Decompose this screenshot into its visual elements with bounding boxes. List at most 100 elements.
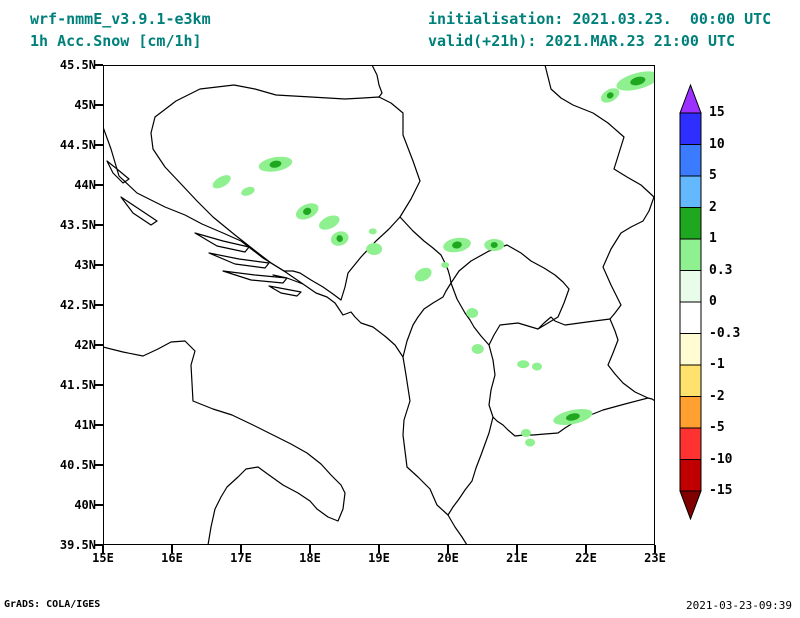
snow-cell: [521, 429, 531, 437]
colorbar-tick-label: -1: [709, 357, 725, 372]
colorbar-segment: [679, 238, 702, 271]
variable-title: 1h Acc.Snow [cm/1h]: [30, 32, 202, 50]
colorbar-tick-label: 2: [709, 199, 717, 215]
initialisation-time: initialisation: 2021.03.23. 00:00 UTC: [428, 10, 772, 28]
snow-cell: [466, 308, 479, 318]
snow-cell-light: [466, 308, 479, 318]
grads-credit: GrADS: COLA/IGES: [4, 599, 101, 610]
x-axis-tick-label: 23E: [644, 551, 666, 565]
snow-cell-light: [471, 344, 484, 354]
snow-cell: [525, 438, 536, 447]
x-axis-tick: [378, 545, 380, 553]
snow-cell-light: [525, 438, 536, 447]
x-axis-tick-label: 19E: [368, 551, 390, 565]
y-axis-tick: [95, 104, 103, 106]
x-axis-tick: [171, 545, 173, 553]
coastline-italy: [103, 341, 345, 545]
time-block: initialisation: 2021.03.23. 00:00 UTC va…: [428, 8, 771, 52]
y-axis-tick-label: 43.5N: [59, 218, 96, 232]
colorbar-segment: [679, 207, 702, 240]
snow-cell: [484, 239, 505, 251]
colorbar-tick-label: -10: [709, 451, 733, 467]
y-axis-tick: [95, 424, 103, 426]
x-axis-tick: [654, 545, 656, 553]
coastline-adriatic-east: [103, 127, 467, 545]
snow-cell-light: [414, 267, 432, 282]
x-axis-tick-label: 18E: [299, 551, 321, 565]
snow-cell-core: [269, 160, 282, 168]
colorbar: 15 10 5 2 1 0.3 0 -0.3 -1 -2 -5 -10 -15: [675, 78, 800, 538]
y-axis-tick-label: 41.5N: [59, 378, 96, 392]
snow-shading-layer: [212, 71, 654, 447]
title-block: wrf-nmmE_v3.9.1-e3km 1h Acc.Snow [cm/1h]: [30, 8, 211, 52]
snow-cell: [414, 267, 432, 282]
y-axis-tick: [95, 464, 103, 466]
creation-timestamp: 2021-03-23-09:39: [686, 599, 792, 612]
snow-cell: [366, 243, 383, 255]
snow-cell: [443, 237, 471, 253]
x-axis-tick: [309, 545, 311, 553]
snow-cell: [330, 231, 349, 246]
map-frame: [103, 65, 655, 545]
y-axis-tick-label: 44.5N: [59, 138, 96, 152]
snow-cell-light: [532, 362, 542, 371]
colorbar-segment: [679, 144, 702, 177]
y-axis-tick: [95, 64, 103, 66]
y-axis-tick: [95, 144, 103, 146]
x-axis-tick-label: 22E: [575, 551, 597, 565]
snow-cell-light: [241, 186, 255, 196]
colorbar-segment: [679, 396, 702, 429]
colorbar-segment: [679, 427, 702, 460]
x-axis-tick: [585, 545, 587, 553]
snow-cell: [471, 344, 484, 354]
y-axis-tick-label: 41N: [74, 418, 96, 432]
y-axis-tick: [95, 184, 103, 186]
x-axis-tick: [240, 545, 242, 553]
snow-cell: [319, 215, 340, 230]
y-axis-tick-label: 40.5N: [59, 458, 96, 472]
y-axis-tick: [95, 264, 103, 266]
x-axis-tick: [447, 545, 449, 553]
map-canvas: [103, 65, 655, 545]
snow-cell: [601, 88, 620, 103]
snow-cell-core: [566, 413, 580, 421]
y-axis-tick-label: 39.5N: [59, 538, 96, 552]
colorbar-segment: [679, 333, 702, 366]
x-axis-tick-label: 16E: [161, 551, 183, 565]
snow-cell-light: [366, 243, 383, 255]
snow-cell-core: [452, 241, 462, 249]
snow-cell-light: [319, 215, 340, 230]
colorbar-segment: [679, 270, 702, 303]
y-axis-tick: [95, 304, 103, 306]
colorbar-tick-label: -2: [709, 388, 725, 404]
borders-kosovo-montenegro-macedonia-albania: [400, 217, 655, 515]
snow-cell: [368, 228, 377, 235]
colorbar-arrow-top: [679, 83, 702, 114]
colorbar-tick-label: -5: [709, 420, 725, 435]
colorbar-segment: [679, 112, 702, 145]
y-axis-tick-label: 45N: [74, 98, 96, 112]
snow-cell: [212, 175, 231, 189]
snow-cell: [532, 362, 542, 371]
snow-cell-light: [212, 175, 231, 189]
colorbar-segment: [679, 364, 702, 397]
snow-cell: [517, 360, 530, 369]
y-axis-tick: [95, 344, 103, 346]
country-borders: [103, 65, 655, 545]
colorbar-segment: [679, 175, 702, 208]
x-axis-tick-label: 21E: [506, 551, 528, 565]
colorbar-arrow-bottom: [679, 490, 702, 521]
y-axis-tick-label: 45.5N: [59, 58, 96, 72]
x-axis-tick: [102, 545, 104, 553]
colorbar-tick-label: 10: [709, 136, 725, 152]
snow-cell-light: [441, 262, 450, 268]
snow-cell-core: [630, 76, 646, 86]
colorbar-tick-label: -15: [709, 483, 733, 498]
y-axis-tick: [95, 384, 103, 386]
snow-cell: [258, 156, 293, 172]
snow-cell-light: [517, 360, 530, 369]
colorbar-tick-label: 5: [709, 168, 717, 183]
snow-cell: [441, 262, 450, 268]
snow-cell: [241, 186, 255, 196]
